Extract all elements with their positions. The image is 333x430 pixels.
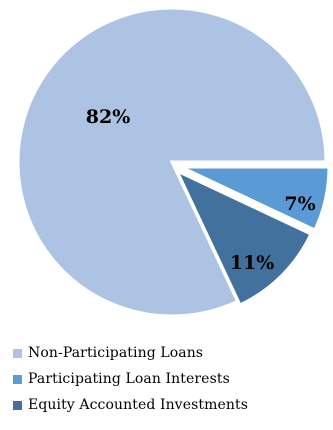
pie-data-labels: 82% 7% 11% — [86, 106, 316, 274]
pie-data-label: 11% — [230, 252, 275, 274]
pie-slice-participating-loan-interests — [180, 165, 331, 233]
legend-swatch — [13, 348, 22, 358]
legend-item-non-participating-loans: Non-Participating Loans — [13, 340, 333, 366]
pie-slice-non-participating-loans — [16, 6, 328, 318]
legend-label: Participating Loan Interests — [28, 371, 230, 387]
legend-label: Non-Participating Loans — [28, 345, 204, 361]
legend-swatch — [13, 400, 22, 410]
legend: Non-Participating Loans Participating Lo… — [13, 340, 333, 418]
pie-data-label: 7% — [284, 193, 315, 215]
legend-label: Equity Accounted Investments — [28, 397, 248, 413]
pie-data-label: 82% — [86, 106, 131, 128]
pie-slices — [16, 6, 331, 318]
legend-swatch — [13, 374, 22, 384]
legend-item-equity-accounted-investments: Equity Accounted Investments — [13, 392, 333, 418]
legend-item-participating-loan-interests: Participating Loan Interests — [13, 366, 333, 392]
pie-slice-equity-accounted-investments — [173, 167, 313, 307]
